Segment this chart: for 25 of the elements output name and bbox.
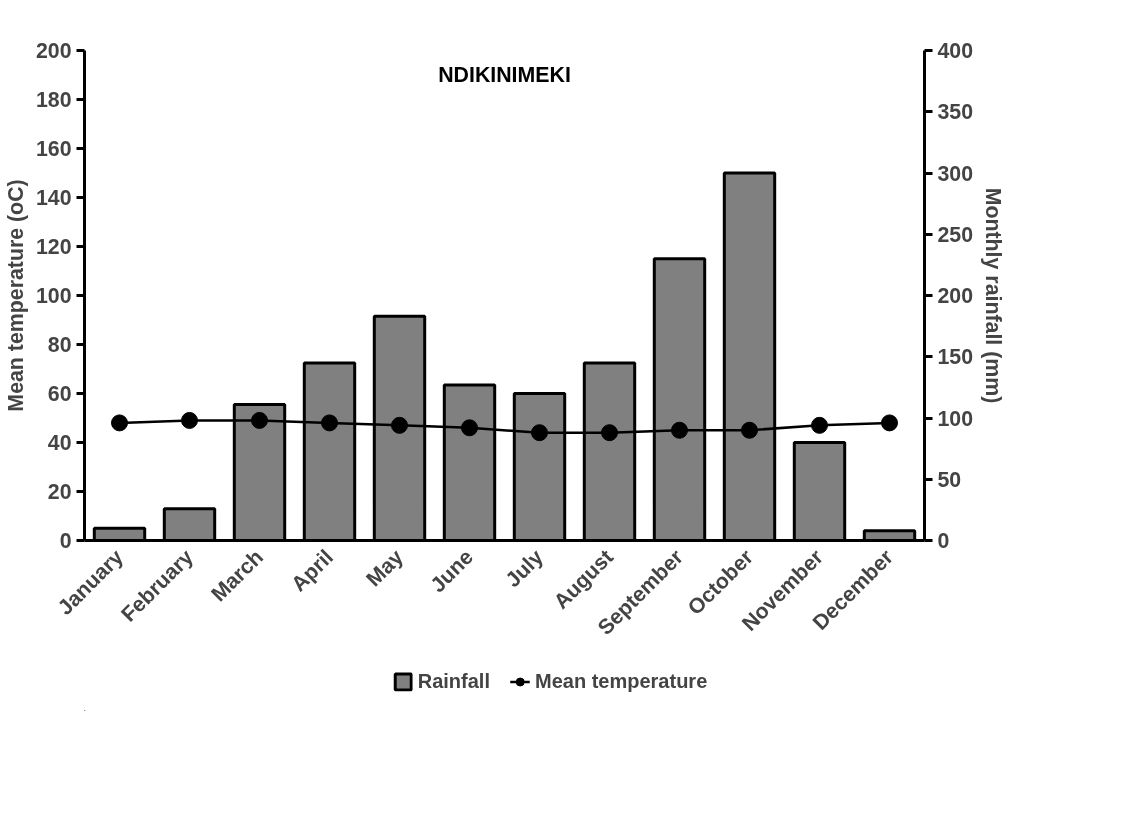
y2-tick-label: 200 [937,284,974,308]
text: NDIKINIMEKI [438,62,571,87]
y2-tick-label: 100 [937,406,974,431]
y2-tick-label: 400 [937,39,974,63]
y-tick-label: 140 [35,186,72,210]
y-tick-label: 200 [35,39,72,63]
y2-tick-label: 0 [937,529,950,553]
y-tick-label: 20 [47,480,72,504]
y-tick-label: 0 [59,529,72,553]
y-axis-title: Mean temperature (oC) [3,179,28,412]
y-tick-label: 60 [47,382,72,406]
y2-tick-label: 50 [937,467,962,492]
y-tick-label: 180 [35,88,72,112]
y-tick-label: 120 [35,235,72,259]
y-tick-label: 80 [47,333,72,357]
y2-tick-label: 350 [937,100,974,125]
y2-tick-label: 150 [937,345,974,370]
y2-axis-title: Monthly rainfall (mm) [981,187,1006,404]
y2-tick-label: 300 [937,161,974,186]
legend-label: Mean temperature [534,669,708,693]
y-tick-label: 100 [35,284,72,308]
legend-label: Rainfall [417,669,490,693]
y-tick-label: 40 [47,431,72,455]
y-tick-label: 160 [35,137,72,161]
y2-tick-label: 250 [937,222,974,247]
